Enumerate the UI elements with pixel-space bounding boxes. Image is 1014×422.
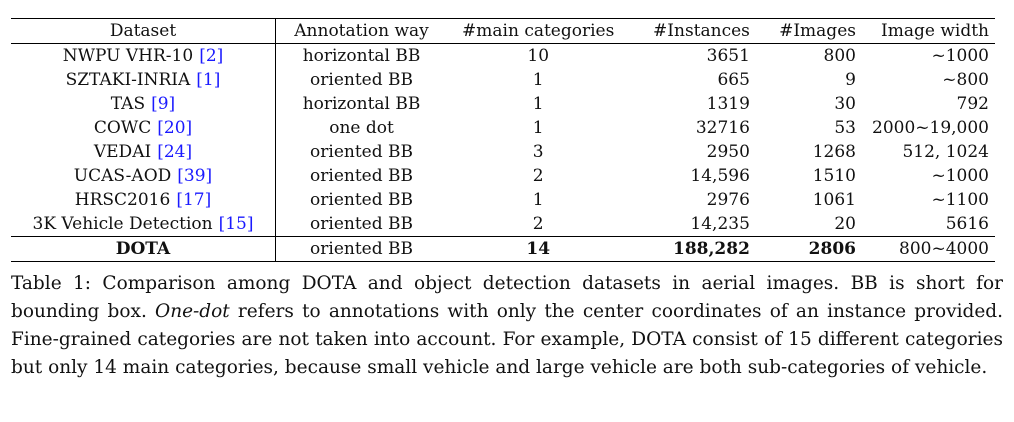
cell-annotation: oriented BB bbox=[310, 142, 414, 162]
header-instances: #Instances bbox=[653, 21, 750, 41]
cell-categories: 1 bbox=[532, 94, 544, 114]
table-figure: Dataset Annotation way #main categories … bbox=[11, 18, 1003, 401]
cell-images: 1061 bbox=[812, 190, 856, 210]
cell-images: 1510 bbox=[812, 166, 856, 186]
cell-annotation: oriented BB bbox=[310, 214, 414, 234]
header-categories: #main categories bbox=[462, 21, 615, 41]
dataset-name: NWPU VHR-10 bbox=[62, 46, 194, 66]
cell-categories: 14 bbox=[526, 239, 551, 259]
reference-link[interactable]: [15] bbox=[218, 214, 254, 234]
cell-annotation: horizontal BB bbox=[302, 46, 421, 66]
table-row: UCAS-AOD [39] oriented BB 2 14,596 1510 ~1000 bbox=[11, 164, 995, 188]
cell-instances: 14,596 bbox=[690, 166, 750, 186]
dataset-name: HRSC2016 bbox=[74, 190, 171, 210]
table-caption: Table 1: Comparison among DOTA and objec… bbox=[11, 270, 1003, 382]
cell-width: 5616 bbox=[945, 214, 989, 234]
cell-categories: 1 bbox=[532, 118, 544, 138]
cell-images: 53 bbox=[834, 118, 856, 138]
cell-images: 1268 bbox=[812, 142, 856, 162]
cell-annotation: one dot bbox=[329, 118, 394, 138]
cell-images: 30 bbox=[834, 94, 856, 114]
caption-part2: refers to annotations with only the cent… bbox=[11, 301, 1003, 378]
cell-instances: 1319 bbox=[706, 94, 750, 114]
cell-width: ~1100 bbox=[931, 190, 989, 210]
cell-categories: 2 bbox=[532, 166, 544, 186]
table-row: HRSC2016 [17] oriented BB 1 2976 1061 ~1100 bbox=[11, 188, 995, 212]
dataset-name: UCAS-AOD bbox=[73, 166, 172, 186]
cell-images: 20 bbox=[834, 214, 856, 234]
dataset-name: TAS bbox=[110, 94, 146, 114]
table-row: COWC [20] one dot 1 32716 53 2000~19,000 bbox=[11, 116, 995, 140]
cell-width: ~800 bbox=[942, 70, 989, 90]
cell-instances: 14,235 bbox=[690, 214, 750, 234]
cell-width: 2000~19,000 bbox=[872, 118, 989, 138]
dataset-name: SZTAKI-INRIA bbox=[65, 70, 191, 90]
header-width: Image width bbox=[881, 21, 989, 41]
cell-width: 800~4000 bbox=[899, 239, 989, 259]
cell-instances: 188,282 bbox=[673, 239, 750, 259]
cell-images: 2806 bbox=[808, 239, 856, 259]
cell-dataset: VEDAI [24] bbox=[11, 140, 276, 164]
table-header-row: Dataset Annotation way #main categories … bbox=[11, 18, 995, 44]
reference-link[interactable]: [1] bbox=[196, 70, 221, 90]
cell-instances: 2976 bbox=[706, 190, 750, 210]
cell-width: 512, 1024 bbox=[902, 142, 989, 162]
dataset-name: COWC bbox=[93, 118, 152, 138]
cell-width: 792 bbox=[956, 94, 989, 114]
cell-images: 9 bbox=[845, 70, 856, 90]
cell-categories: 1 bbox=[532, 190, 544, 210]
cell-annotation: horizontal BB bbox=[302, 94, 421, 114]
table-row-dota: DOTA oriented BB 14 188,282 2806 800~400… bbox=[11, 236, 995, 262]
dataset-name: 3K Vehicle Detection bbox=[32, 214, 213, 234]
cell-width: ~1000 bbox=[931, 46, 989, 66]
cell-dataset: UCAS-AOD [39] bbox=[11, 164, 276, 188]
reference-link[interactable]: [24] bbox=[157, 142, 193, 162]
cell-categories: 1 bbox=[532, 70, 544, 90]
cell-annotation: oriented BB bbox=[310, 190, 414, 210]
cell-instances: 2950 bbox=[706, 142, 750, 162]
reference-link[interactable]: [9] bbox=[151, 94, 176, 114]
cell-dataset: COWC [20] bbox=[11, 116, 276, 140]
cell-instances: 665 bbox=[717, 70, 750, 90]
cell-dataset: SZTAKI-INRIA [1] bbox=[11, 68, 276, 92]
table-row: TAS [9] horizontal BB 1 1319 30 792 bbox=[11, 92, 995, 116]
cell-images: 800 bbox=[823, 46, 856, 66]
table-row: SZTAKI-INRIA [1] oriented BB 1 665 9 ~800 bbox=[11, 68, 995, 92]
cell-dataset: DOTA bbox=[11, 236, 276, 262]
comparison-table: Dataset Annotation way #main categories … bbox=[11, 18, 995, 262]
cell-categories: 3 bbox=[532, 142, 544, 162]
header-images: #Images bbox=[779, 21, 856, 41]
cell-width: ~1000 bbox=[931, 166, 989, 186]
reference-link[interactable]: [2] bbox=[199, 46, 224, 66]
caption-part1: Table 1: Comparison among DOTA and objec… bbox=[11, 273, 1003, 322]
cell-dataset: NWPU VHR-10 [2] bbox=[11, 43, 276, 68]
reference-link[interactable]: [17] bbox=[176, 190, 212, 210]
dataset-name: VEDAI bbox=[93, 142, 152, 162]
cell-instances: 3651 bbox=[706, 46, 750, 66]
cell-categories: 10 bbox=[527, 46, 550, 66]
header-dataset: Dataset bbox=[11, 18, 276, 44]
header-annotation: Annotation way bbox=[294, 21, 429, 41]
cell-dataset: HRSC2016 [17] bbox=[11, 188, 276, 212]
cell-instances: 32716 bbox=[695, 118, 750, 138]
cell-annotation: oriented BB bbox=[310, 166, 414, 186]
table-row: NWPU VHR-10 [2] horizontal BB 10 3651 800 ~100… bbox=[11, 43, 995, 68]
cell-categories: 2 bbox=[532, 214, 544, 234]
reference-link[interactable]: [39] bbox=[177, 166, 213, 186]
cell-annotation: oriented BB bbox=[310, 70, 414, 90]
caption-emphasis: One-dot bbox=[155, 301, 230, 322]
cell-annotation: oriented BB bbox=[310, 239, 414, 259]
reference-link[interactable]: [20] bbox=[157, 118, 193, 138]
cell-dataset: TAS [9] bbox=[11, 92, 276, 116]
table-row: VEDAI [24] oriented BB 3 2950 1268 512, 1024 bbox=[11, 140, 995, 164]
cell-dataset: 3K Vehicle Detection [15] bbox=[11, 212, 276, 237]
table-row: 3K Vehicle Detection [15] oriented BB 2 14,2… bbox=[11, 212, 995, 237]
